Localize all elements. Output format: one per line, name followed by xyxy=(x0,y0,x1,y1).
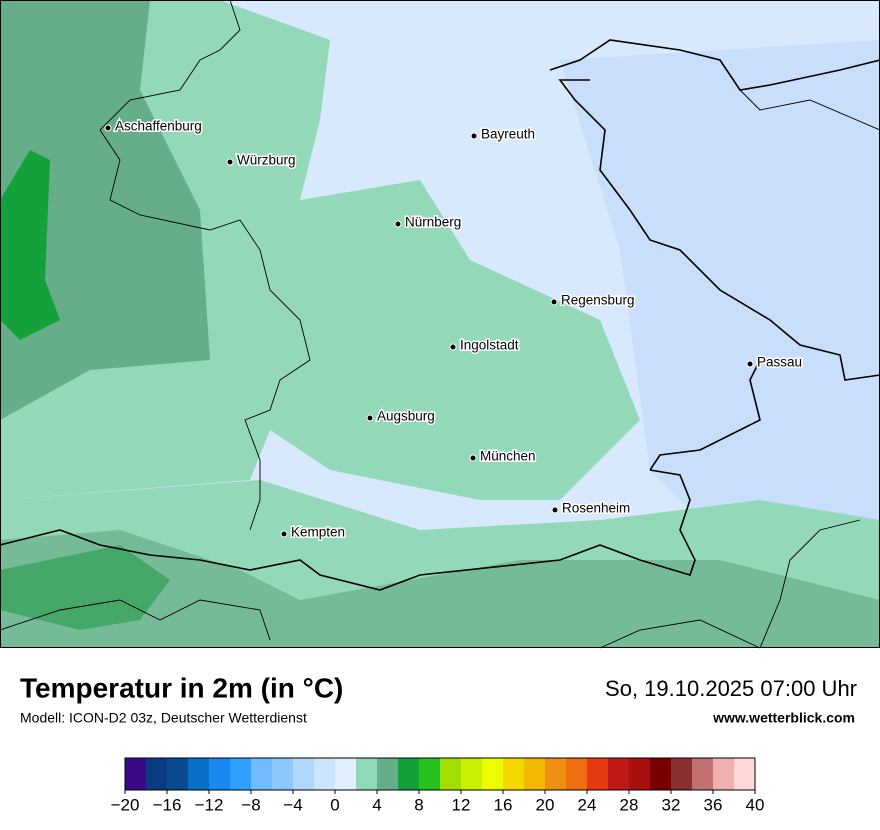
city-labels: Aschaffenburg Würzburg Bayreuth Nürnberg Reg… xyxy=(104,117,804,541)
city-dot xyxy=(470,132,478,140)
city-dot xyxy=(746,360,754,368)
city-dot xyxy=(104,124,112,132)
color-swatch xyxy=(419,758,440,790)
colorbar: −20 −16 −12 −8 −4 0 4 8 12 16 20 24 28 32 36 40 xyxy=(111,757,765,814)
colorbar-frame xyxy=(124,757,756,791)
city-label: Regensburg xyxy=(561,293,635,308)
map-region xyxy=(0,150,60,340)
color-swatch xyxy=(356,758,377,790)
city-label: Aschaffenburg xyxy=(115,119,202,134)
color-swatch xyxy=(566,758,587,790)
city-label: Passau xyxy=(757,355,802,370)
color-swatch xyxy=(524,758,545,790)
tick-label: 16 xyxy=(494,795,513,814)
forecast-time: So, 19.10.2025 07:00 Uhr xyxy=(605,676,857,701)
map-region xyxy=(560,40,880,648)
color-swatch xyxy=(482,758,503,790)
website: www.wetterblick.com xyxy=(712,710,855,726)
tick-label: 4 xyxy=(372,795,381,814)
color-swatch xyxy=(650,758,671,790)
color-swatch xyxy=(293,758,314,790)
city-label: Augsburg xyxy=(377,409,435,424)
tick-label: 12 xyxy=(452,795,471,814)
color-swatch xyxy=(713,758,734,790)
color-swatch xyxy=(335,758,356,790)
tick-label: 24 xyxy=(578,795,597,814)
city-dot xyxy=(551,506,559,514)
map-region xyxy=(0,0,640,500)
city-label: München xyxy=(480,449,536,464)
map-region xyxy=(0,545,170,630)
color-swatch xyxy=(398,758,419,790)
color-swatch xyxy=(230,758,251,790)
city-label: Nürnberg xyxy=(405,215,461,230)
city-dot xyxy=(469,454,477,462)
city-dot xyxy=(550,298,558,306)
color-swatch xyxy=(272,758,293,790)
tick-label: 20 xyxy=(536,795,555,814)
color-swatch xyxy=(608,758,629,790)
color-swatch xyxy=(545,758,566,790)
city-label: Würzburg xyxy=(237,153,296,168)
city-dot xyxy=(280,530,288,538)
model-info: Modell: ICON-D2 03z, Deutscher Wetterdie… xyxy=(20,710,307,726)
color-swatch xyxy=(167,758,188,790)
color-swatch xyxy=(503,758,524,790)
color-swatch xyxy=(734,758,755,790)
tick-label: 0 xyxy=(330,795,339,814)
tick-label: −8 xyxy=(241,795,260,814)
tick-label: 32 xyxy=(662,795,681,814)
tick-label: −20 xyxy=(111,795,140,814)
color-swatch xyxy=(146,758,167,790)
city-dot xyxy=(394,220,402,228)
map-title: Temperatur in 2m (in °C) xyxy=(20,672,343,703)
color-swatch xyxy=(587,758,608,790)
city-label: Kempten xyxy=(291,525,345,540)
color-swatch xyxy=(209,758,230,790)
tick-label: 8 xyxy=(414,795,423,814)
color-swatch xyxy=(671,758,692,790)
color-swatch xyxy=(125,758,146,790)
color-swatch xyxy=(440,758,461,790)
map: Aschaffenburg Würzburg Bayreuth Nürnberg Reg… xyxy=(0,0,880,649)
color-swatch xyxy=(188,758,209,790)
tick-label: 36 xyxy=(704,795,723,814)
color-swatch xyxy=(692,758,713,790)
color-swatch xyxy=(314,758,335,790)
city-dot xyxy=(366,414,374,422)
tick-label: 40 xyxy=(746,795,765,814)
tick-label: −12 xyxy=(195,795,224,814)
city-label: Bayreuth xyxy=(481,127,535,142)
color-swatch xyxy=(629,758,650,790)
city-label: Ingolstadt xyxy=(460,338,519,353)
city-label: Rosenheim xyxy=(562,501,630,516)
color-swatch xyxy=(377,758,398,790)
tick-label: −4 xyxy=(283,795,302,814)
color-swatch xyxy=(251,758,272,790)
color-swatch xyxy=(461,758,482,790)
tick-label: 28 xyxy=(620,795,639,814)
tick-label: −16 xyxy=(153,795,182,814)
city-dot xyxy=(449,343,457,351)
map-region xyxy=(0,530,880,648)
city-dot xyxy=(226,158,234,166)
